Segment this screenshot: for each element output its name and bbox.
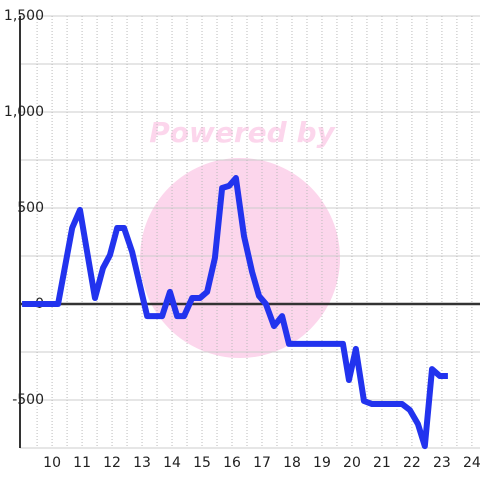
x-tick-label: 12 bbox=[103, 455, 121, 471]
y-tick-label: 1,000 bbox=[4, 104, 44, 120]
x-tick-label: 20 bbox=[343, 455, 361, 471]
data-line bbox=[22, 175, 448, 450]
x-tick-label: 17 bbox=[253, 455, 271, 471]
x-tick-label: 11 bbox=[73, 455, 91, 471]
x-tick-label: 21 bbox=[373, 455, 391, 471]
x-tick-label: 15 bbox=[193, 455, 211, 471]
x-tick-label: 14 bbox=[163, 455, 181, 471]
x-tick-label: 10 bbox=[43, 455, 61, 471]
x-tick-label: 23 bbox=[433, 455, 451, 471]
watermark: Powered by bbox=[149, 116, 336, 149]
y-tick-label: -500 bbox=[12, 392, 44, 408]
x-tick-label: 13 bbox=[133, 455, 151, 471]
y-tick-label: 1,500 bbox=[4, 8, 44, 24]
x-tick-label: 24 bbox=[463, 455, 480, 471]
x-tick-label: 19 bbox=[313, 455, 331, 471]
x-tick-label: 18 bbox=[283, 455, 301, 471]
x-tick-label: 22 bbox=[403, 455, 421, 471]
y-tick-label: 500 bbox=[17, 200, 44, 216]
x-tick-label: 16 bbox=[223, 455, 241, 471]
